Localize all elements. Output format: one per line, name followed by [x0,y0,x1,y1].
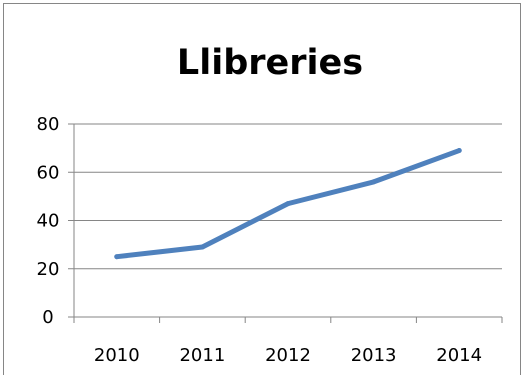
x-tick-label: 2011 [179,345,225,366]
y-tick-labels: 0 20 40 60 80 [37,114,60,328]
data-point [371,179,377,185]
y-tick-label: 80 [37,114,60,135]
x-tick-labels: 2010 2011 2012 2013 2014 [94,345,482,366]
chart-frame [3,3,521,375]
data-point [114,254,120,260]
data-point [199,244,205,250]
x-tick-label: 2013 [351,345,397,366]
y-tick-label: 60 [37,162,60,183]
gridlines [74,123,502,270]
y-tick-label: 0 [42,307,53,328]
chart-title: Llibreries [177,43,363,83]
axes [68,123,503,323]
series-layer [114,148,462,260]
x-tick-label: 2010 [94,345,140,366]
x-tick-label: 2012 [265,345,311,366]
data-point [456,148,462,154]
x-tick-label: 2014 [436,345,482,366]
data-point [285,201,291,207]
y-tick-label: 40 [37,211,60,232]
y-tick-label: 20 [37,259,60,280]
